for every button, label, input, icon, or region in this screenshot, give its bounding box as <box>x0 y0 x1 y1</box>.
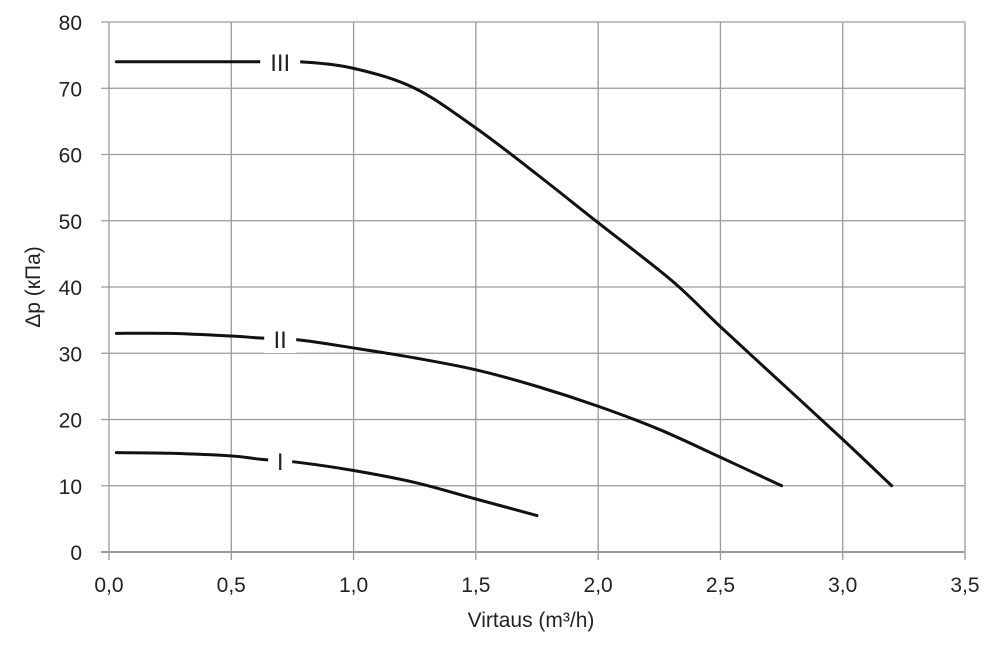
series-label-III: III <box>270 50 290 77</box>
x-tick-label: 2,5 <box>706 574 735 597</box>
series-label-I: I <box>277 449 284 476</box>
y-tick-label: 10 <box>59 476 82 499</box>
grid <box>101 21 966 560</box>
series-label-background <box>268 446 293 475</box>
y-tick-label: 40 <box>59 277 82 300</box>
x-tick-label: 3,0 <box>828 574 857 597</box>
y-tick-label: 60 <box>59 145 82 168</box>
y-axis-label: Δp (кПа) <box>22 246 45 328</box>
y-tick-label: 0 <box>70 542 82 565</box>
y-tick-label: 80 <box>59 12 82 35</box>
series-label-background <box>260 47 301 76</box>
x-tick-label: 1,5 <box>461 574 490 597</box>
x-tick-label: 3,5 <box>950 574 979 597</box>
y-tick-label: 20 <box>59 410 82 433</box>
series-label-background <box>264 325 297 354</box>
x-tick-label: 0,5 <box>217 574 246 597</box>
series-line-III <box>114 59 894 488</box>
series-label-II: II <box>274 327 287 354</box>
x-tick-label: 2,0 <box>584 574 613 597</box>
tick-labels: 0 10 20 30 40 50 60 70 80 0,0 0,5 1,0 1,5 2,0 2,5 3,0 3,… <box>59 12 980 597</box>
x-tick-label: 1,0 <box>339 574 368 597</box>
x-axis-label: Virtaus (m³/h) <box>468 609 595 632</box>
y-tick-label: 50 <box>59 211 82 234</box>
series-line-II <box>114 331 784 488</box>
x-tick-label: 0,0 <box>94 574 123 597</box>
y-tick-label: 30 <box>59 343 82 366</box>
series-line-I <box>114 451 539 518</box>
y-tick-label: 70 <box>59 78 82 101</box>
